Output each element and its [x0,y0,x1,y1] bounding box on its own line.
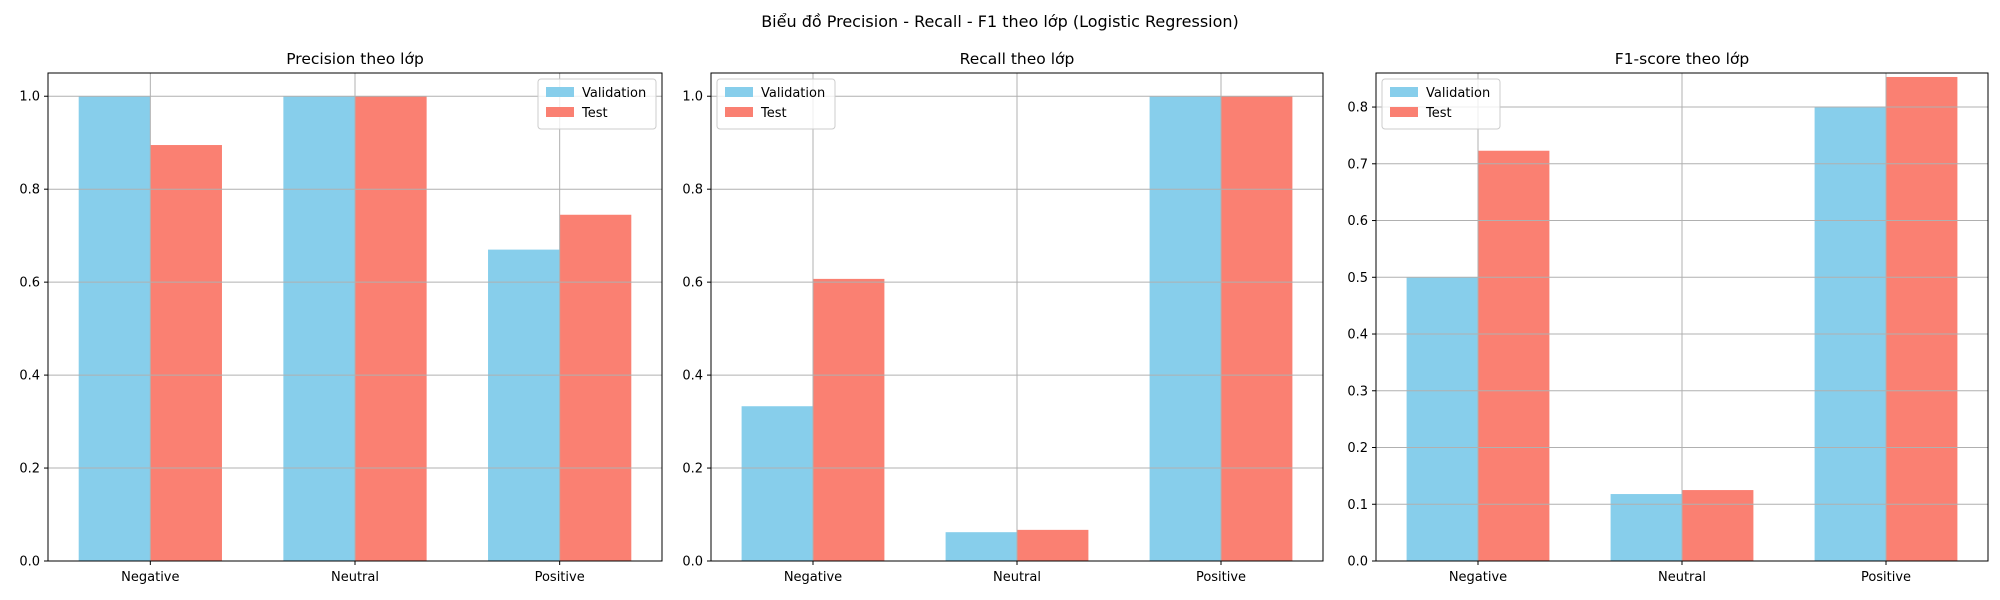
x-tick-label: Negative [1449,570,1507,585]
y-tick-label: 0.0 [1347,555,1368,570]
legend-swatch-test [546,107,574,117]
y-tick-label: 0.0 [682,555,703,570]
x-tick-label: Negative [784,570,842,585]
y-tick-label: 0.2 [19,462,40,477]
subplot-precision: 0.0 0.2 0.4 0.6 0.8 1.0 Negative Neutral Positiv… [19,50,663,585]
legend: Validation Test [1381,78,1501,130]
bar-validation-neutral [283,96,355,561]
bar-test-negative [813,278,885,561]
x-tick-label: Positive [1861,570,1911,585]
bar-test-positive [1221,96,1293,561]
bar-validation-negative [741,406,813,561]
legend-swatch-validation [546,87,574,97]
bar-validation-positive [1149,96,1221,561]
x-tick-label: Neutral [993,570,1041,585]
x-tick-label: Negative [121,570,179,585]
bar-test-neutral [1017,529,1089,561]
x-tick-label: Neutral [331,570,379,585]
bar-test-negative [150,145,222,562]
x-tick-label: Positive [1196,570,1246,585]
y-tick-label: 0.6 [682,276,703,291]
legend: Validation Test [716,78,836,130]
legend: Validation Test [537,78,657,130]
bar-validation-neutral [1610,494,1682,561]
legend-label-test: Test [760,106,787,121]
y-tick-label: 0.2 [682,462,703,477]
bar-validation-negative [78,96,151,561]
legend-label-validation: Validation [582,86,646,101]
bar-test-positive [1886,76,1958,561]
y-tick-label: 0.6 [19,276,40,291]
y-tick-label: 0.4 [1347,328,1368,343]
y-tick-label: 0.4 [19,369,40,384]
subplot-title: F1-score theo lớp [1615,50,1749,68]
y-tick-label: 0.7 [1347,157,1368,172]
y-tick-label: 0.1 [1347,498,1368,513]
bar-test-neutral [355,96,427,561]
y-tick-label: 0.6 [1347,214,1368,229]
bar-validation-positive [488,249,560,561]
bar-test-negative [1478,150,1550,561]
bar-validation-negative [1406,277,1478,561]
y-tick-label: 0.2 [1347,441,1368,456]
subplot-f1: 0.0 0.1 0.2 0.3 0.4 0.5 0.6 0.7 0.8 Negative Neutr… [1347,50,1989,585]
legend-label-validation: Validation [761,86,825,101]
bar-test-neutral [1682,490,1754,561]
x-tick-label: Neutral [1658,570,1706,585]
legend-label-test: Test [581,106,608,121]
figure-suptitle: Biểu đồ Precision - Recall - F1 theo lớp… [761,12,1239,31]
legend-swatch-validation [725,87,753,97]
x-tick-label: Positive [535,570,585,585]
y-tick-label: 0.0 [19,555,40,570]
subplot-title: Recall theo lớp [960,50,1075,68]
y-tick-label: 0.8 [19,183,40,198]
y-tick-label: 1.0 [682,90,703,105]
y-tick-label: 0.4 [682,369,703,384]
y-tick-label: 0.8 [1347,101,1368,116]
legend-label-test: Test [1425,106,1452,121]
y-tick-label: 0.8 [682,183,703,198]
y-tick-label: 0.5 [1347,271,1368,286]
bar-validation-neutral [945,532,1017,561]
subplot-recall: 0.0 0.2 0.4 0.6 0.8 1.0 Negative Neutral Positiv… [682,50,1324,585]
legend-swatch-test [1390,107,1418,117]
y-tick-label: 0.3 [1347,384,1368,399]
subplot-title: Precision theo lớp [286,50,424,68]
y-tick-label: 1.0 [19,90,40,105]
legend-swatch-test [725,107,753,117]
legend-swatch-validation [1390,87,1418,97]
legend-label-validation: Validation [1426,86,1490,101]
bar-test-positive [559,214,632,561]
